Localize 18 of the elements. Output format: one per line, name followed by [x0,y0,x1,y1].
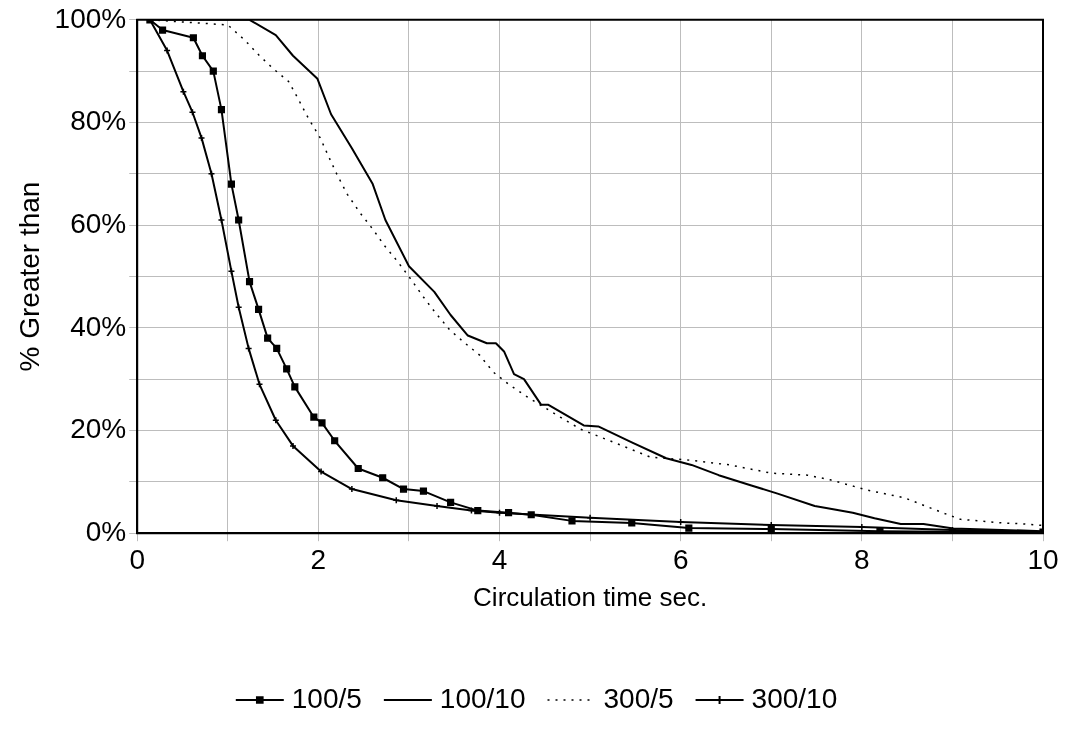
y-tick-label: 20% [70,413,127,445]
y-tick-label: 60% [70,207,127,239]
legend-label: 100/5 [291,682,362,714]
y-tick-label: 80% [70,105,127,137]
x-tick-label: 4 [491,543,508,575]
x-tick-label: 6 [672,543,689,575]
x-tick-label: 10 [1027,543,1059,575]
legend-label: 300/10 [751,682,838,714]
y-tick-label: 100% [54,2,127,34]
x-tick-label: 0 [129,543,145,575]
y-axis-title: % Greater than [13,181,45,372]
legend-label: 300/5 [603,682,674,714]
x-tick-label: 8 [854,543,870,575]
x-tick-label: 2 [310,543,327,575]
legend-label: 100/10 [439,682,526,714]
y-tick-label: 0% [85,515,127,547]
x-axis-title: Circulation time sec. [473,581,708,612]
y-tick-label: 40% [70,310,127,342]
